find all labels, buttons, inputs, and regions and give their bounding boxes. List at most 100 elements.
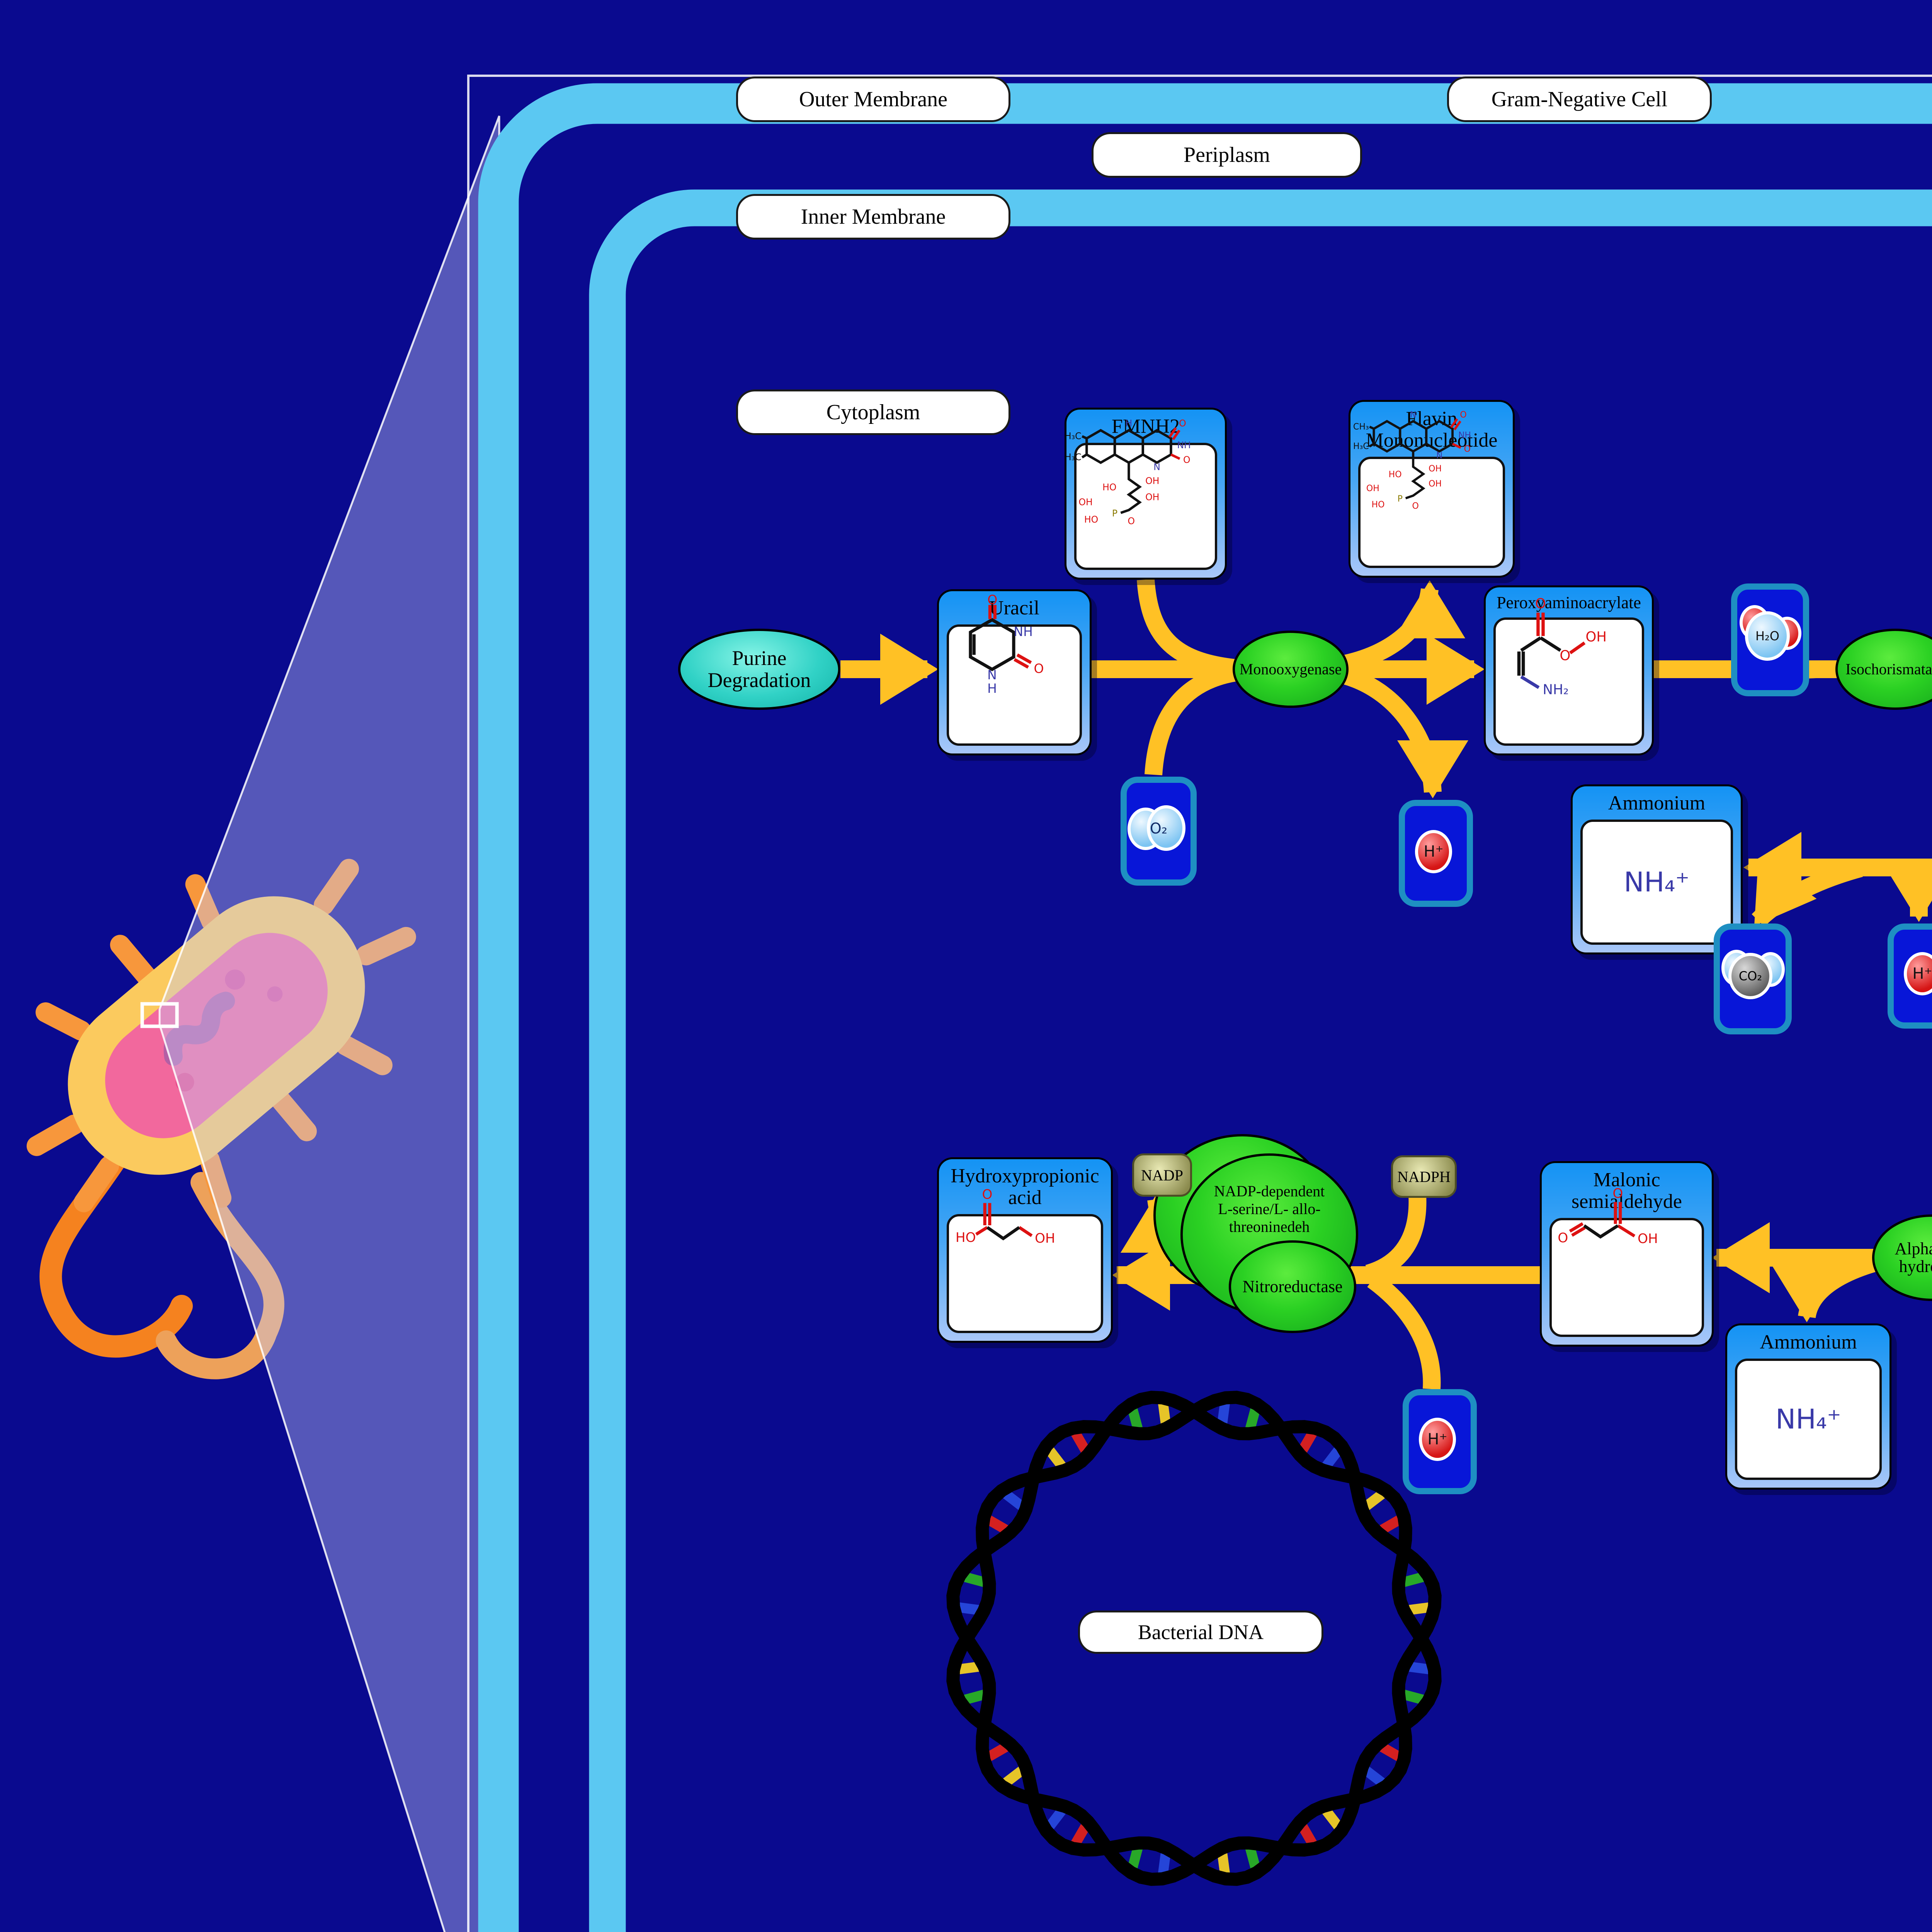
enzyme-label-line: threoninedeh: [1229, 1218, 1310, 1235]
enzyme-label: Alpha/beta hydrolase: [1895, 1239, 1932, 1276]
atom-ball: CO₂: [1728, 953, 1772, 999]
structure-fmnh2: H₃C H₃C H O NH O N OH OH HO OH P HO O: [1066, 418, 1217, 570]
label-text: Periplasm: [1184, 143, 1270, 167]
structure-uracil: O NH O N H: [947, 592, 1082, 746]
metabolite-fmnh2[interactable]: FMNH2 H₃C H₃C H O: [1065, 408, 1227, 580]
cofactor-nadp-pill[interactable]: NADP: [1132, 1153, 1192, 1197]
inset-outline: [467, 75, 1932, 1932]
svg-text:P: P: [1112, 508, 1117, 519]
enzyme-isochorismatase[interactable]: Isochorismatase: [1835, 629, 1932, 710]
label-cytoplasm: Cytoplasm: [736, 389, 1010, 435]
svg-text:NH: NH: [1014, 624, 1033, 639]
metabolite-ammonium-2[interactable]: Ammonium NH₄⁺: [1725, 1323, 1891, 1490]
metabolite-ammonium-1[interactable]: Ammonium NH₄⁺: [1571, 784, 1743, 954]
enzyme-monooxygenase[interactable]: Monooxygenase: [1233, 631, 1349, 708]
atom-ball: H₂O: [1745, 611, 1790, 661]
atom-ball: H⁺: [1419, 1418, 1456, 1461]
enzyme-label-line: NADP-dependent: [1214, 1182, 1325, 1200]
svg-text:N: N: [1436, 457, 1443, 461]
svg-text:OH: OH: [1429, 464, 1442, 474]
atom-ball: [1147, 805, 1185, 851]
svg-text:NH: NH: [1177, 443, 1190, 451]
svg-text:N: N: [987, 667, 997, 682]
svg-text:OH: OH: [1145, 476, 1159, 486]
label-gram-negative-cell: Gram-Negative Cell: [1447, 77, 1712, 122]
label-outer-membrane: Outer Membrane: [736, 77, 1010, 122]
structure-malonic-semialdehyde: O O OH: [1549, 1186, 1704, 1337]
metabolite-title: Ammonium: [1760, 1331, 1857, 1353]
svg-text:OH: OH: [1366, 484, 1379, 493]
metabolite-title: Uracil: [989, 597, 1039, 619]
cofactor-nadph-pill[interactable]: NADPH: [1391, 1155, 1457, 1198]
structure-hydroxypropionic-acid: HO O OH: [947, 1187, 1103, 1333]
enzyme-label-line: L-serine/L- allo-: [1218, 1200, 1321, 1218]
svg-text:OH: OH: [1145, 492, 1159, 503]
cofactor-label: NADPH: [1397, 1168, 1451, 1185]
metabolite-hydroxypropionic-acid[interactable]: Hydroxypropionic acid HO O OH: [937, 1157, 1113, 1343]
svg-text:OH: OH: [1035, 1231, 1055, 1246]
svg-text:O: O: [1560, 648, 1571, 664]
structure-peroxyaminoacrylate: O O OH NH₂: [1493, 596, 1644, 746]
cofactor-label: NADP: [1141, 1166, 1183, 1184]
svg-text:OH: OH: [1638, 1231, 1658, 1247]
label-text: Cytoplasm: [826, 400, 920, 424]
pathway-link-purine-degradation[interactable]: Purine Degradation: [678, 629, 840, 710]
svg-text:O: O: [1128, 515, 1135, 526]
structure-ammonium-2: NH₄⁺: [1735, 1359, 1882, 1480]
svg-text:HO: HO: [1084, 514, 1098, 525]
cofactor-co2-icon[interactable]: CO₂: [1714, 923, 1792, 1034]
inner-membrane-band: [589, 189, 1932, 1932]
bacterium-icon: [26, 859, 416, 1213]
cofactor-o2-icon[interactable]: O₂: [1121, 777, 1197, 886]
enzyme-nitroreductase[interactable]: Nitroreductase: [1229, 1240, 1356, 1333]
metabolite-flavin-mononucleotide[interactable]: Flavin Mononucleotide CH₃ H₃C N: [1349, 400, 1515, 578]
svg-text:NH₂: NH₂: [1543, 682, 1568, 696]
svg-text:N: N: [1153, 461, 1160, 472]
svg-text:H₃C: H₃C: [1074, 452, 1082, 463]
svg-text:O: O: [1412, 502, 1419, 510]
metabolite-title: Malonic semialdehyde: [1571, 1169, 1682, 1213]
magnification-wedge: [158, 116, 500, 1932]
formula-text: NH₄⁺: [1775, 1403, 1841, 1435]
svg-text:O: O: [1034, 661, 1044, 676]
enzyme-label: Isochorismatase: [1845, 660, 1932, 678]
structure-ammonium-1: NH₄⁺: [1580, 820, 1733, 945]
svg-text:HO: HO: [1372, 500, 1385, 510]
enzyme-label: Monooxygenase: [1239, 660, 1342, 678]
structure-fmn: CH₃ H₃C N O NH O N OH OH HO OH P HO O: [1353, 410, 1505, 568]
svg-text:O: O: [1183, 454, 1190, 465]
metabolite-malonic-semialdehyde[interactable]: Malonic semialdehyde O O OH: [1540, 1161, 1714, 1347]
svg-text:O: O: [1558, 1230, 1568, 1246]
pathway-link-label: Purine Degradation: [707, 646, 811, 692]
label-text: Bacterial DNA: [1138, 1621, 1264, 1644]
formula-text: NH₄⁺: [1624, 866, 1690, 898]
label-text: Inner Membrane: [801, 205, 946, 229]
zoom-source-rect: [140, 1002, 179, 1028]
svg-text:P: P: [1398, 494, 1403, 504]
metabolite-title: Hydroxypropionic acid: [951, 1165, 1099, 1209]
svg-text:HO: HO: [1389, 470, 1402, 480]
enzyme-label: Nitroreductase: [1242, 1277, 1343, 1296]
flagella-icon: [39, 1148, 284, 1379]
svg-text:OH: OH: [1585, 629, 1607, 645]
label-text: Outer Membrane: [799, 87, 948, 111]
svg-text:OH: OH: [1429, 479, 1442, 489]
metabolite-title: Peroxyaminoacrylate: [1497, 593, 1641, 612]
svg-text:H: H: [987, 681, 997, 696]
svg-text:HO: HO: [956, 1230, 976, 1245]
cofactor-h-plus-icon[interactable]: H⁺: [1888, 923, 1932, 1029]
atom-ball: H⁺: [1904, 952, 1932, 995]
cofactor-h-plus-icon[interactable]: H⁺: [1399, 800, 1473, 907]
metabolite-uracil[interactable]: Uracil O NH O N H: [937, 589, 1092, 755]
label-text: Gram-Negative Cell: [1491, 87, 1668, 111]
svg-text:OH: OH: [1078, 497, 1092, 507]
metabolite-title: Ammonium: [1608, 792, 1706, 814]
cofactor-h-plus-icon[interactable]: H⁺: [1403, 1389, 1477, 1494]
cofactor-label: O₂: [1150, 820, 1168, 837]
cofactor-h2o-icon[interactable]: H₂O: [1731, 583, 1809, 696]
metabolite-peroxyaminoacrylate[interactable]: Peroxyaminoacrylate O O OH NH₂: [1484, 585, 1654, 755]
label-periplasm: Periplasm: [1092, 132, 1362, 178]
label-bacterial-dna: Bacterial DNA: [1078, 1611, 1323, 1654]
